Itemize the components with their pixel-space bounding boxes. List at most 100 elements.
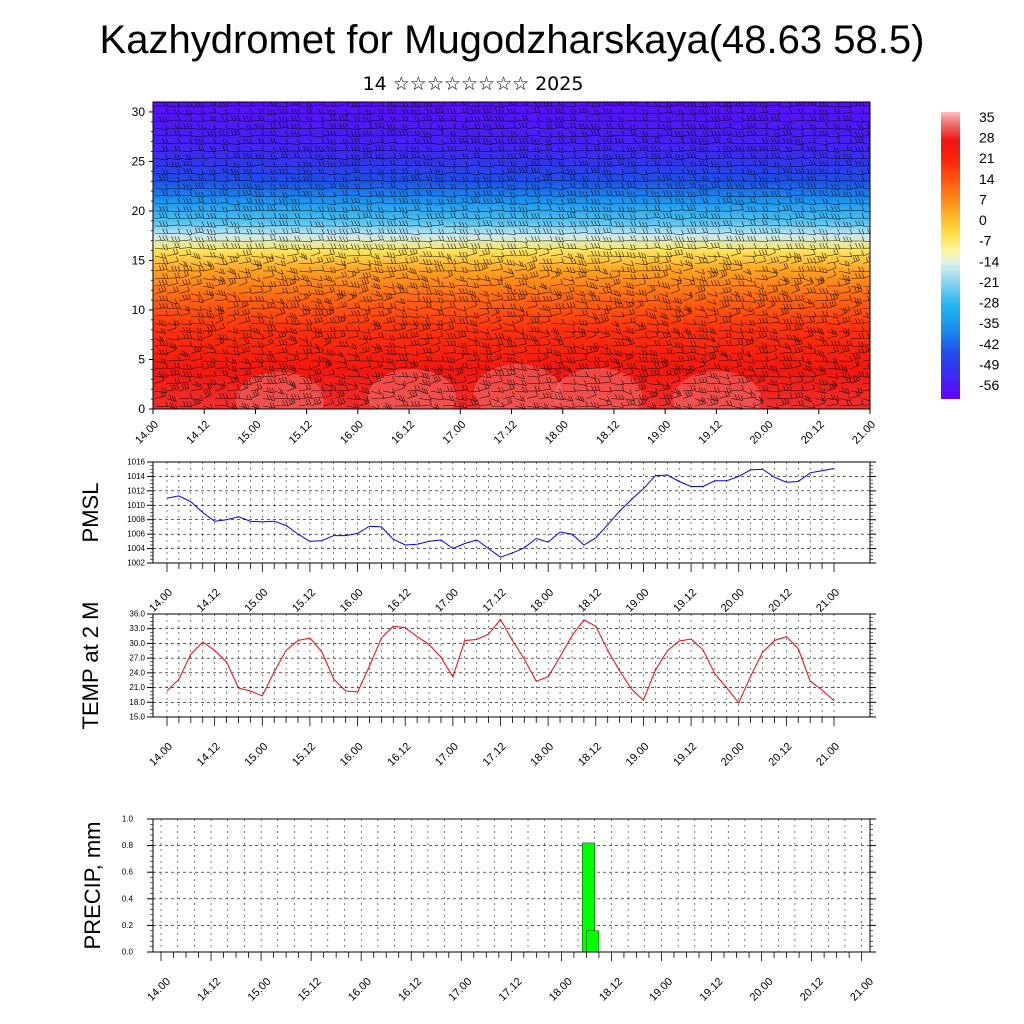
wind-barb [706,394,719,402]
wind-barb [382,316,395,324]
wind-barb [226,236,241,242]
wind-barb [238,277,248,287]
wind-barb [467,108,481,114]
wind-barb [358,205,373,212]
wind-barb [334,102,349,107]
wind-barb [598,123,613,129]
wind-barb [250,263,262,272]
wind-barb [358,168,373,175]
wind-barb [598,399,612,407]
wind-barb [490,339,504,347]
wind-barb [214,219,228,227]
x-tick-label: 14.12 [195,741,223,769]
wind-barb [274,280,289,287]
wind-barb [814,255,826,264]
wind-barb [515,228,529,234]
wind-barb [262,365,275,372]
wind-barb [790,228,805,235]
wind-barb [334,235,349,242]
wind-barb [454,153,469,159]
wind-barb [706,352,717,362]
wind-barb [670,268,682,274]
wind-barb [694,212,708,219]
wind-barb [154,154,168,160]
wind-barb [742,351,752,358]
wind-barb [346,235,361,242]
wind-barb [730,403,743,409]
wind-barb [790,252,802,260]
wind-barb [718,269,728,279]
wind-barb [838,395,851,401]
wind-barb [250,361,264,369]
wind-barb [682,130,697,137]
wind-barb [838,345,850,354]
wind-barb [610,349,623,357]
wind-barb [862,217,870,219]
wind-barb [178,333,193,340]
wind-barb [586,317,601,324]
y-tick-label: 1014 [127,472,145,481]
wind-barb [226,242,241,249]
wind-barb [838,340,853,347]
wind-barb [262,147,276,153]
wind-barb [707,153,721,159]
wind-barb [394,343,407,349]
wind-barb [598,190,613,197]
wind-barb [538,330,550,339]
wind-barb [442,115,457,122]
wind-barb [790,284,800,294]
wind-barb [190,182,205,189]
wind-barb [778,296,793,303]
wind-barb [370,332,384,339]
wind-barb [718,316,732,324]
wind-barb [718,340,733,347]
wind-barb [550,160,565,167]
wind-barb [358,285,369,294]
x-tick-label: 18.12 [594,419,622,447]
x-tick-label: 15.12 [296,976,324,1004]
wind-barb [382,369,396,377]
wind-barb [262,394,276,401]
wind-barb [286,243,301,250]
wind-barb [850,272,865,279]
wind-barb [418,175,433,182]
wind-barb [850,297,863,304]
wind-barb [262,402,276,409]
wind-barb [550,393,564,400]
x-tick-label: 19.00 [624,741,652,769]
wind-barb [346,131,361,137]
wind-barb [850,352,861,362]
wind-barb [862,285,870,287]
wind-barb [850,198,865,205]
wind-barb [694,227,709,234]
wind-barb [418,296,432,303]
wind-barb [202,306,212,313]
wind-barb [682,378,697,384]
wind-barb [442,270,453,279]
wind-barb [346,183,361,189]
wind-barb [502,369,516,377]
wind-barb [695,220,709,227]
wind-barb [766,220,781,227]
wind-barb [706,182,720,189]
wind-barb [478,220,493,227]
wind-barb [238,213,253,220]
wind-barb [382,324,396,332]
wind-barb [346,309,360,317]
wind-barb [610,146,625,152]
wind-barb [286,131,301,137]
wind-barb [574,401,589,407]
wind-barb [442,212,456,219]
wind-barb [430,107,444,114]
wind-barb [274,330,287,339]
wind-barb [742,402,756,408]
wind-barb [394,361,408,369]
wind-barb [238,168,253,175]
wind-barb [322,176,337,182]
wind-barb [214,102,229,107]
wind-barb [850,387,863,394]
wind-barb [382,116,397,122]
wind-barb [430,276,440,283]
wind-barb [262,313,274,320]
